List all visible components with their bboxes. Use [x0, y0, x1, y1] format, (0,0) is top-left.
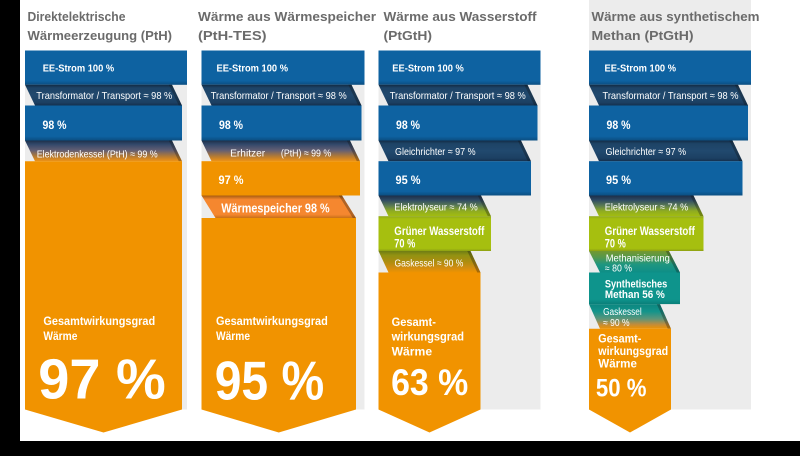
svg-text:Methanisierung: Methanisierung: [606, 253, 670, 264]
svg-text:Gesamt-: Gesamt-: [392, 315, 436, 329]
svg-text:Methan 56 %: Methan 56 %: [605, 289, 665, 301]
svg-text:98 %: 98 %: [396, 120, 420, 132]
svg-text:≈ 80 %: ≈ 80 %: [605, 263, 632, 274]
svg-text:Gaskessel: Gaskessel: [603, 307, 642, 318]
svg-text:EE-Strom 100 %: EE-Strom 100 %: [217, 64, 289, 75]
svg-text:70 %: 70 %: [605, 237, 626, 251]
svg-text:Methan (PtGtH): Methan (PtGtH): [592, 28, 694, 43]
svg-text:Synthetisches: Synthetisches: [605, 279, 667, 291]
svg-text:97 %: 97 %: [219, 173, 244, 187]
svg-text:Wärme: Wärme: [216, 329, 250, 343]
svg-text:(PtH-TES): (PtH-TES): [198, 28, 267, 43]
svg-text:Gaskessel ≈ 90 %: Gaskessel ≈ 90 %: [395, 258, 464, 270]
svg-text:EE-Strom 100 %: EE-Strom 100 %: [392, 64, 464, 75]
svg-text:Grüner Wasserstoff: Grüner Wasserstoff: [605, 225, 695, 238]
svg-text:Direktelektrische: Direktelektrische: [28, 9, 126, 24]
svg-text:Wärme: Wärme: [43, 329, 77, 343]
svg-text:Erhitzer: Erhitzer: [230, 147, 266, 159]
svg-text:98 %: 98 %: [43, 120, 67, 132]
svg-text:Wärme aus synthetischem: Wärme aus synthetischem: [592, 9, 760, 24]
svg-text:wirkungsgrad: wirkungsgrad: [597, 344, 668, 358]
svg-text:Gesamtwirkungsgrad: Gesamtwirkungsgrad: [216, 314, 328, 328]
svg-text:98 %: 98 %: [607, 120, 631, 132]
svg-text:Wärme aus Wärmespeicher: Wärme aus Wärmespeicher: [198, 9, 376, 24]
svg-text:Wärme aus Wasserstoff: Wärme aus Wasserstoff: [384, 9, 538, 24]
svg-text:(PtGtH): (PtGtH): [384, 28, 433, 43]
svg-text:Gesamt-: Gesamt-: [598, 332, 641, 346]
svg-text:50 %: 50 %: [596, 374, 647, 402]
svg-text:Gesamtwirkungsgrad: Gesamtwirkungsgrad: [43, 314, 155, 328]
svg-text:63 %: 63 %: [391, 362, 468, 403]
svg-text:70 %: 70 %: [394, 237, 415, 251]
svg-text:Gleichrichter ≈ 97 %: Gleichrichter ≈ 97 %: [395, 146, 476, 158]
svg-text:Transformator / Transport ≈ 98: Transformator / Transport ≈ 98 %: [603, 90, 739, 102]
svg-text:Transformator / Transport ≈ 98: Transformator / Transport ≈ 98 %: [211, 90, 347, 102]
svg-text:Wärme: Wärme: [598, 356, 637, 370]
svg-text:Transformator / Transport ≈ 98: Transformator / Transport ≈ 98 %: [36, 90, 172, 102]
svg-text:Transformator / Transport ≈ 98: Transformator / Transport ≈ 98 %: [390, 90, 526, 102]
svg-text:EE-Strom 100 %: EE-Strom 100 %: [605, 64, 677, 75]
svg-text:Grüner Wasserstoff: Grüner Wasserstoff: [394, 225, 484, 238]
svg-text:Wärmeerzeugung (PtH): Wärmeerzeugung (PtH): [28, 28, 173, 43]
svg-text:98 %: 98 %: [219, 120, 243, 132]
svg-text:wirkungsgrad: wirkungsgrad: [391, 330, 464, 344]
svg-text:Elektrolyseur ≈ 74 %: Elektrolyseur ≈ 74 %: [605, 202, 688, 214]
svg-text:Elektrolyseur ≈ 74 %: Elektrolyseur ≈ 74 %: [394, 202, 477, 214]
svg-text:95 %: 95 %: [396, 173, 421, 187]
svg-text:Gleichrichter ≈ 97 %: Gleichrichter ≈ 97 %: [606, 146, 687, 158]
svg-text:Wärmespeicher 98 %: Wärmespeicher 98 %: [221, 202, 329, 216]
svg-text:EE-Strom 100 %: EE-Strom 100 %: [43, 64, 115, 75]
svg-text:Wärme: Wärme: [392, 344, 433, 358]
svg-text:95 %: 95 %: [606, 173, 631, 187]
svg-text:Elektrodenkessel (PtH) ≈ 99 %: Elektrodenkessel (PtH) ≈ 99 %: [37, 148, 158, 160]
svg-text:97 %: 97 %: [38, 347, 166, 411]
svg-text:(PtH) ≈ 99 %: (PtH) ≈ 99 %: [281, 147, 331, 159]
svg-text:≈ 90 %: ≈ 90 %: [603, 318, 630, 329]
svg-text:95 %: 95 %: [215, 349, 325, 411]
